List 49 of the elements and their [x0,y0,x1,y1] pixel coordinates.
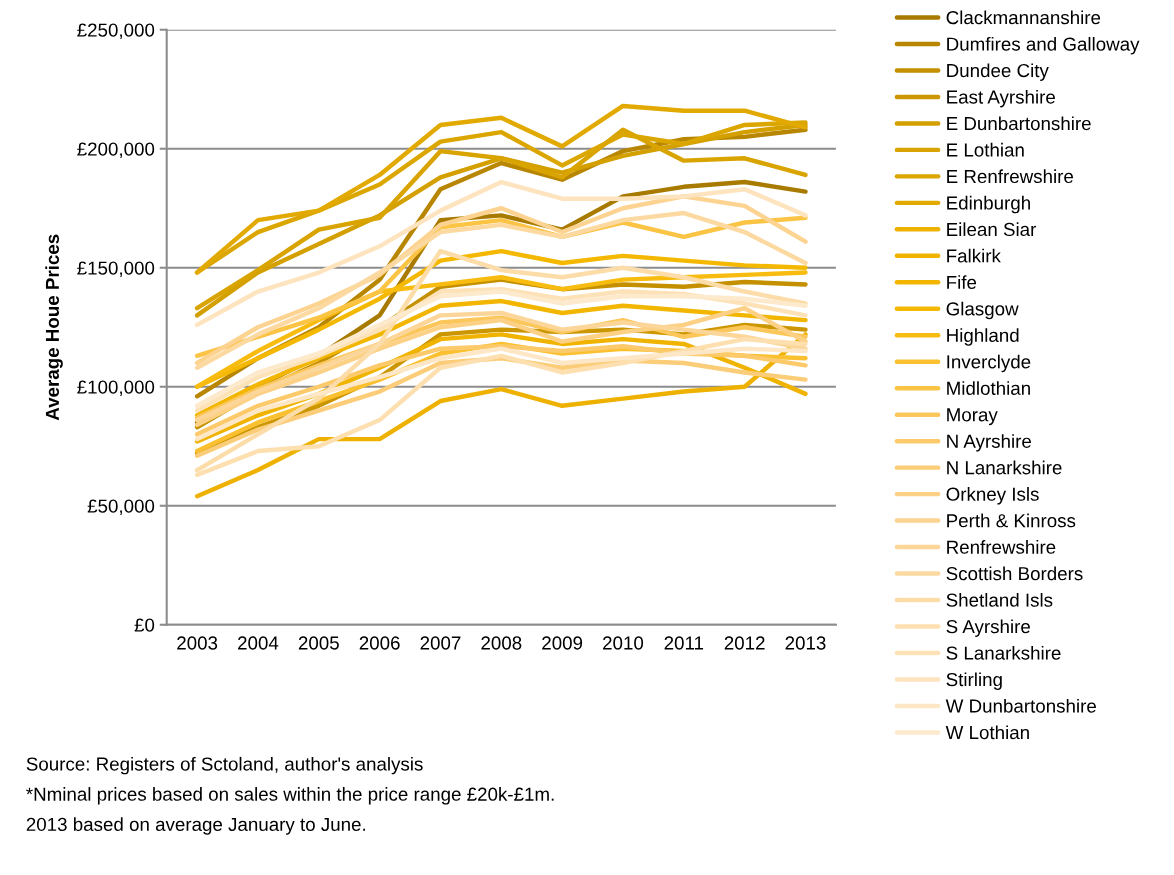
source-note: Source: Registers of Sctoland, author's analysis [26,756,423,775]
x-tick-label: 2010 [603,636,644,650]
legend-label: W Dunbartonshire [945,698,1096,713]
y-tick-label: £150,000 [77,261,155,277]
x-tick-label: 2009 [542,636,583,650]
legend-label: Perth & Kinross [947,513,1076,528]
x-tick-label: 2003 [177,636,218,650]
x-tick-label: 2012 [724,636,765,650]
legend-label: Moray [947,408,998,426]
legend-label: Renfrewshire [947,540,1056,554]
legend-label: Edinburgh [947,195,1030,214]
legend-label: E Dunbartonshire [947,116,1091,131]
legend-label: East Ayrshire [947,89,1055,108]
text: 2013 based on average January to June. [26,817,365,835]
legend-label: Falkirk [947,248,1001,263]
y-tick-label: £200,000 [77,142,155,158]
y-tick-label: £100,000 [77,380,155,396]
x-tick-label: 2011 [664,636,704,650]
x-tick-label: 2005 [298,636,339,650]
legend-label: Dumfires and Galloway [947,36,1140,55]
legend-label: S Lanarkshire [946,645,1061,660]
legend-label: Midlothian [947,381,1030,395]
legend-label: N Ayrshire [947,434,1031,452]
y-tick-label: £50,000 [87,499,155,515]
text: *Nminal prices based on sales within the price range £20k-£1m. [26,787,554,805]
x-tick-label: 2006 [359,636,400,650]
legend-label: E Lothian [947,142,1024,157]
y-axis-title: Average Houe Prices [45,234,63,421]
legend-label: Glasgow [946,301,1019,320]
legend-label: Fife [947,275,977,290]
legend-label: E Renfrewshire [947,169,1074,184]
x-tick-label: 2007 [420,636,461,650]
x-tick-label: 2013 [785,636,826,650]
legend-label: Scottish Borders [946,566,1083,581]
legend-label: Orkney Isls [946,487,1039,505]
legend-label: Shetland Isls [946,593,1053,607]
x-tick-label: 2004 [238,636,279,650]
y-tick-label: £250,000 [77,23,155,39]
legend-label: Dundee City [947,63,1049,81]
y-tick-label: £0 [134,618,155,632]
legend-label: Stirling [946,672,1002,690]
legend-label: Highland [947,328,1019,346]
legend-label: Inverclyde [947,354,1031,373]
legend-label: Eilean Siar [947,222,1037,237]
legend-label: Clackmannanshire [946,10,1101,25]
legend-label: N Lanarkshire [947,460,1062,475]
x-tick-label: 2008 [481,636,522,650]
legend-label: W Lothian [945,725,1029,740]
legend-label: S Ayrshire [946,619,1030,637]
